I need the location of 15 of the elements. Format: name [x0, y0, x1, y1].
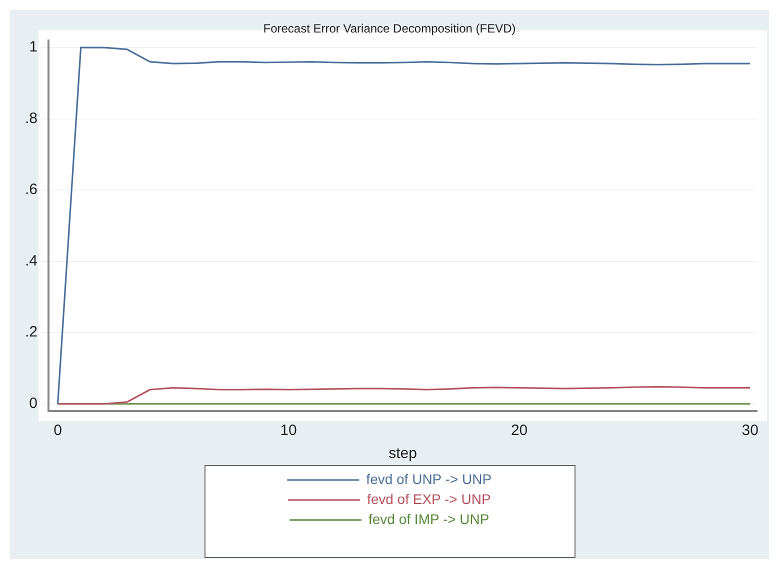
x-tick-label: 30 [742, 422, 758, 440]
x-axis-title: step [388, 445, 417, 462]
y-tick-label: .4 [24, 252, 38, 270]
y-tick-label: .8 [24, 110, 38, 127]
x-tick-label: 10 [280, 422, 297, 440]
chart-title: Forecast Error Variance Decomposition (FEVD) [263, 22, 516, 36]
y-tick-label: 1 [29, 38, 38, 56]
y-tick-label: 0 [29, 395, 38, 412]
text: fevd of IMP -> UNP [368, 510, 490, 527]
x-tick-label: 0 [54, 422, 62, 440]
text: fevd of EXP -> UNP [366, 490, 491, 507]
y-tick-label: .2 [24, 324, 38, 341]
x-tick-label: 20 [510, 422, 528, 440]
text: fevd of UNP -> UNP [366, 470, 492, 487]
y-tick-label: .6 [24, 181, 38, 198]
